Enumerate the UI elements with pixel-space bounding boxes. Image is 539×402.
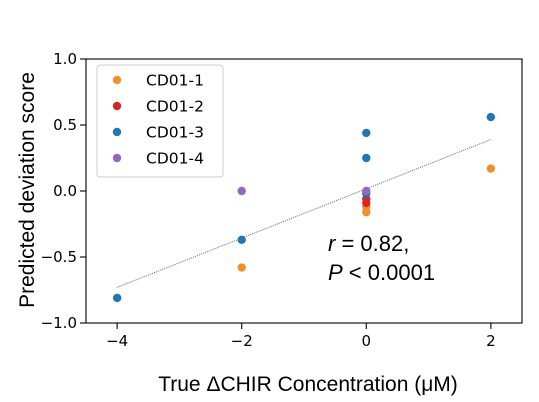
p-annotation: P < 0.0001 [328, 260, 435, 285]
r-symbol: r [328, 231, 337, 256]
x-tick-label: −2 [231, 332, 253, 350]
legend-marker-cd01-1 [112, 75, 122, 85]
fit-line [116, 139, 492, 288]
ticks-layer: −4 −2 0 2 −1.0 −0.5 0.0 0.5 1.0 [41, 50, 496, 350]
legend-box [96, 64, 224, 178]
legend-label-cd01-2: CD01-2 [146, 98, 204, 116]
data-point-cd01-3-5 [486, 112, 496, 122]
x-tick-label: 2 [486, 332, 496, 350]
x-tick-label: 0 [362, 332, 372, 350]
y-tick-label: −0.5 [41, 248, 77, 266]
p-symbol: P [328, 260, 343, 285]
data-point-cd01-1-1 [237, 263, 246, 272]
y-tick-label: 1.0 [53, 50, 77, 68]
y-tick-label: 0.0 [53, 182, 77, 200]
legend-marker-cd01-2 [112, 101, 122, 111]
legend-marker-cd01-3 [112, 127, 122, 137]
data-point-cd01-3-1 [237, 235, 246, 245]
data-point-cd01-4-0 [237, 186, 246, 196]
data-point-cd01-4-1 [362, 186, 371, 196]
legend-marker-cd01-4 [112, 153, 122, 163]
data-point-cd01-1-4 [486, 164, 496, 173]
y-tick-label: 0.5 [53, 116, 77, 134]
data-point-cd01-2-1 [362, 198, 371, 208]
legend-label-cd01-4: CD01-4 [146, 150, 204, 168]
p-value: < 0.0001 [343, 260, 435, 285]
y-tick-label: −1.0 [41, 314, 77, 332]
r-annotation: r = 0.82, [328, 231, 409, 256]
legend-label-cd01-3: CD01-3 [146, 124, 204, 142]
y-axis-label: Predicted deviation score [16, 72, 39, 308]
data-point-cd01-1-3 [362, 207, 371, 217]
r-value: = 0.82, [335, 231, 409, 256]
legend-label-cd01-1: CD01-1 [146, 72, 204, 90]
legend: CD01-1 CD01-2 CD01-3 CD01-4 [96, 64, 224, 178]
data-point-cd01-3-3 [362, 153, 371, 163]
data-points-layer [112, 112, 496, 303]
data-point-cd01-3-2 [362, 128, 371, 138]
x-tick-label: −4 [106, 332, 128, 350]
fit-line-layer [116, 139, 492, 288]
x-axis-label: True ΔCHIR Concentration (μM) [158, 373, 458, 396]
data-point-cd01-3-0 [112, 293, 122, 303]
